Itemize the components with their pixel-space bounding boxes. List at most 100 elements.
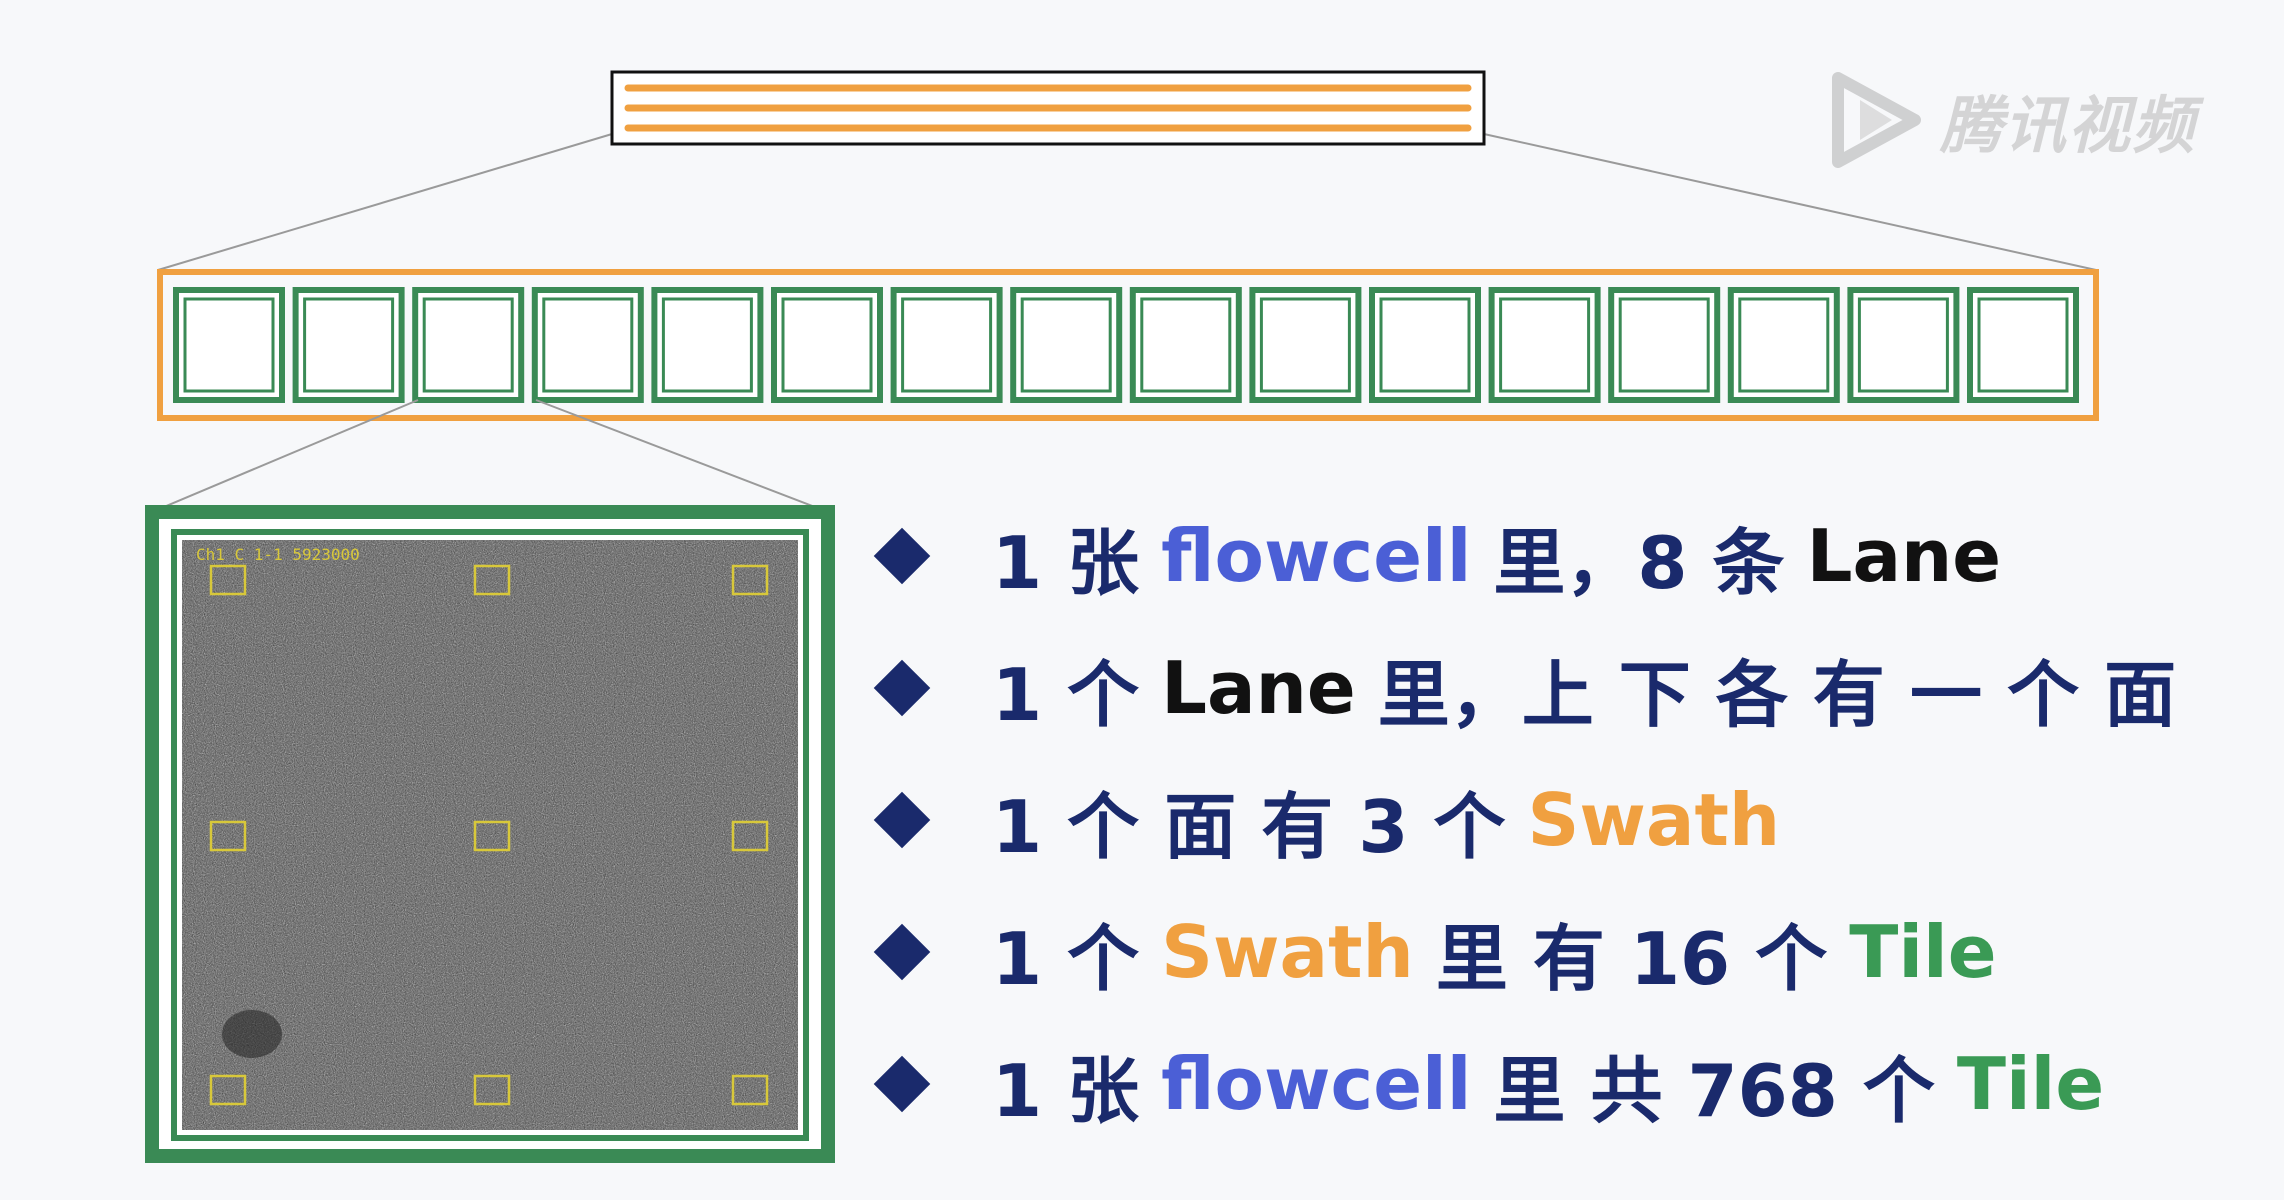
play-logo-icon (1832, 72, 1921, 168)
tile-outer (1967, 287, 2079, 403)
tile-image-dark-spot (222, 1010, 282, 1058)
watermark: 腾讯视频 (1820, 70, 2196, 170)
tile-outer (1608, 287, 1721, 403)
tile (1727, 287, 1840, 403)
bullet-item: 1 张 flowcell 里 共 768 个 Tile (870, 1024, 2126, 1144)
tile (173, 287, 285, 403)
tile-outer (1369, 287, 1481, 403)
tile-image-mark (731, 1074, 769, 1106)
bullet-text-segment: 里，8 条 (1493, 520, 1785, 605)
bullet-text-segment: flowcell (1161, 514, 1472, 598)
tile-image-marks (209, 564, 769, 1106)
tile (412, 287, 525, 403)
tile-inner (1618, 297, 1710, 393)
tile-image-noise (182, 540, 798, 1130)
tile-inner (183, 297, 275, 393)
tile-image-mark (209, 564, 247, 596)
tile-image-mark (473, 564, 511, 596)
bullet-text-segment: 里 共 768 个 (1493, 1048, 1935, 1133)
tile-inner (1738, 297, 1830, 393)
tile-image-caption: Ch1 C 1-1 5923000 (196, 545, 360, 564)
bullet-text-segment: 里 有 16 个 (1435, 916, 1828, 1001)
bullet-text-segment: 1 个 (992, 916, 1140, 1001)
bullet-item: 1 个 Lane 里，上 下 各 有 一 个 面 (870, 628, 2198, 748)
tile-inner (901, 297, 993, 393)
tile-inner (1977, 297, 2069, 393)
tile-outer (890, 287, 1003, 403)
tile-inner (1379, 297, 1471, 393)
diamond-bullet-icon (873, 527, 931, 585)
bullet-text-segment: Lane (1806, 514, 2002, 598)
tile (1010, 287, 1123, 403)
bullet-text-segment: Tile (1956, 1042, 2105, 1126)
zoom-line-right-top (1483, 133, 2097, 271)
bullet-text-segment: Swath (1161, 910, 1414, 994)
tile-inner (1140, 297, 1232, 393)
tile (1608, 287, 1721, 403)
tile (1249, 287, 1362, 403)
tile-image-mark (731, 564, 769, 596)
diamond-bullet-icon (873, 923, 931, 981)
diamond-bullet-icon (873, 791, 931, 849)
bullet-text-segment: flowcell (1161, 1042, 1472, 1126)
tile-outer (1488, 287, 1601, 403)
bullet-text-segment: 1 个 面 有 3 个 (992, 784, 1506, 869)
bullet-text-segment: Tile (1849, 910, 1997, 994)
tile-outer (1727, 287, 1840, 403)
tile-outer (1010, 287, 1123, 403)
tile-outer (173, 287, 285, 403)
bullet-text-segment: Lane (1161, 646, 1356, 730)
tile-outer (531, 287, 644, 403)
tile-inner (781, 297, 873, 393)
tile-image-mark (473, 1074, 511, 1106)
tile-inner (422, 297, 514, 393)
tile-outer (1249, 287, 1362, 403)
tile (1488, 287, 1601, 403)
tile-outer (1129, 287, 1242, 403)
tile (651, 287, 764, 403)
bullet-text-segment: 1 个 (992, 652, 1140, 737)
tile-row (173, 287, 2079, 403)
bullet-item: 1 张 flowcell 里，8 条 Lane (870, 496, 2023, 616)
tile-image-mark (209, 1074, 247, 1106)
bullet-item: 1 个 Swath 里 有 16 个 Tile (870, 892, 2019, 1012)
tile (1369, 287, 1481, 403)
tile-inner (1499, 297, 1591, 393)
tile-image-mark (731, 820, 769, 852)
tile-image-mark (473, 820, 511, 852)
tile-image-inner-frame (171, 529, 809, 1141)
tile-inner (661, 297, 753, 393)
diamond-bullet-icon (873, 659, 931, 717)
bullet-text-segment: 1 张 (992, 1048, 1140, 1133)
bullet-text-segment: Swath (1527, 778, 1781, 862)
tile-outer (412, 287, 525, 403)
tile-inner (303, 297, 395, 393)
zoom-line-left-tile (151, 399, 419, 513)
tile (1129, 287, 1242, 403)
tile (1967, 287, 2079, 403)
tile (890, 287, 1003, 403)
tile-image-mark (209, 820, 247, 852)
tile-inner (1020, 297, 1112, 393)
bullet-text-segment: 里，上 下 各 有 一 个 面 (1377, 652, 2177, 737)
tile-inner (1857, 297, 1949, 393)
tile (1847, 287, 1960, 403)
tile (531, 287, 644, 403)
diamond-bullet-icon (873, 1055, 931, 1113)
flowcell-lane-lines (624, 84, 1472, 132)
zoom-line-left-top (157, 133, 613, 271)
tile-outer (1847, 287, 1960, 403)
tile-outer (771, 287, 883, 403)
zoom-line-right-tile (535, 399, 829, 513)
tile-inner (542, 297, 634, 393)
tile (292, 287, 405, 403)
watermark-text: 腾讯视频 (1940, 89, 2197, 162)
tile (771, 287, 883, 403)
tile-outer (292, 287, 405, 403)
tile-outer (651, 287, 764, 403)
tile-inner (1259, 297, 1351, 393)
bullet-text-segment: 1 张 (992, 520, 1140, 605)
swath-box (157, 269, 2099, 421)
